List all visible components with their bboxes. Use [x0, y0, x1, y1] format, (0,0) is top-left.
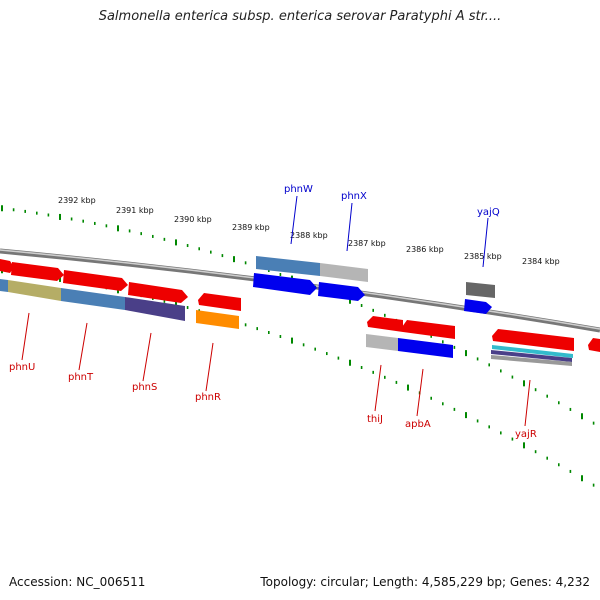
tick-label: 2385 kbp [464, 252, 502, 261]
gene-block[interactable] [0, 279, 8, 292]
tick-label: 2389 kbp [232, 223, 270, 232]
tick-label: 2390 kbp [174, 215, 212, 224]
gene-label[interactable]: thiJ [367, 414, 383, 425]
gene-block[interactable] [320, 263, 368, 282]
gene-labels-forward: phnW phnX yajQ [284, 184, 500, 218]
gene-arrow[interactable] [402, 320, 455, 339]
gene-label[interactable]: phnW [284, 184, 313, 195]
gene-block[interactable] [492, 345, 573, 358]
page-title: Salmonella enterica subsp. enterica sero… [98, 9, 502, 24]
gene-arrow[interactable] [11, 262, 64, 281]
gene-arrow[interactable] [63, 270, 128, 291]
gene-label[interactable]: apbA [405, 419, 431, 430]
gene-arrow[interactable] [128, 282, 188, 303]
tick-label: 2384 kbp [522, 257, 560, 266]
forward-genes [0, 256, 495, 314]
tick-label: 2392 kbp [58, 196, 96, 205]
gene-block[interactable] [398, 338, 453, 358]
tick-label: 2387 kbp [348, 239, 386, 248]
gene-block[interactable] [125, 297, 185, 321]
gene-block[interactable] [61, 288, 125, 310]
gene-label[interactable]: phnS [132, 382, 157, 393]
gene-block[interactable] [366, 334, 398, 351]
gene-block[interactable] [491, 355, 572, 366]
gene-arrow[interactable] [464, 299, 492, 314]
gene-arrow[interactable] [253, 273, 317, 295]
tick-label: 2391 kbp [116, 206, 154, 215]
gene-arrow[interactable] [318, 282, 365, 301]
reverse-genes [0, 279, 600, 366]
tick-label: 2386 kbp [406, 245, 444, 254]
gene-label[interactable]: yajQ [477, 207, 500, 218]
gene-label[interactable]: phnX [341, 191, 367, 202]
gene-block[interactable] [256, 256, 320, 276]
gene-labels-reverse: phnU phnT phnS phnR thiJ apbA yajR [9, 362, 537, 440]
gene-arrow[interactable] [0, 259, 14, 273]
gene-arrow[interactable] [198, 293, 241, 311]
label-leaders [21, 195, 531, 427]
gene-label[interactable]: yajR [515, 429, 537, 440]
gene-label[interactable]: phnU [9, 362, 35, 373]
gene-arrow[interactable] [492, 329, 574, 351]
topology-text: Topology: circular; Length: 4,585,229 bp… [260, 575, 590, 589]
accession-text: Accession: NC_006511 [9, 575, 146, 589]
gene-block[interactable] [491, 350, 572, 362]
gene-block[interactable] [196, 310, 239, 329]
gene-label[interactable]: phnT [68, 372, 94, 383]
gene-label[interactable]: phnR [195, 392, 221, 403]
gene-arrow[interactable] [367, 316, 403, 332]
gene-block[interactable] [8, 280, 61, 301]
gene-arrow[interactable] [588, 338, 600, 352]
tick-label: 2388 kbp [290, 231, 328, 240]
kbp-labels: 2392 kbp 2391 kbp 2390 kbp 2389 kbp 2388… [58, 196, 560, 266]
gene-block[interactable] [466, 282, 495, 298]
